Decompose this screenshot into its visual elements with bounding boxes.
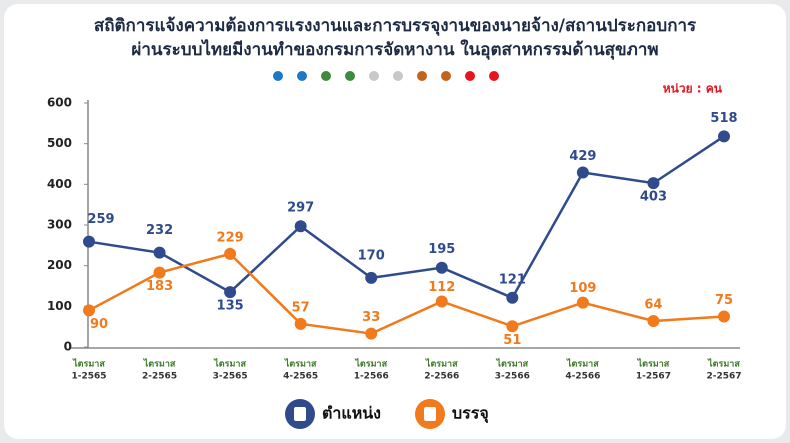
data-label: 121 bbox=[499, 272, 526, 287]
legend-icon-glyph bbox=[294, 407, 306, 421]
y-tick-label: 200 bbox=[47, 258, 72, 272]
point bbox=[83, 304, 95, 317]
x-tick-label: ไตรมาส bbox=[284, 358, 317, 370]
point bbox=[435, 295, 448, 308]
point bbox=[576, 166, 589, 179]
x-tick-label: ไตรมาส bbox=[143, 358, 176, 370]
data-label: 403 bbox=[640, 190, 667, 205]
series-line bbox=[88, 252, 725, 335]
x-tick-label: ไตรมาส bbox=[637, 358, 670, 370]
x-tick-label: 4-2566 bbox=[565, 372, 600, 382]
y-tick-label: 300 bbox=[47, 218, 72, 232]
chart-title: สถิติการแจ้งความต้องการแรงงานและการบรรจุ… bbox=[94, 16, 697, 36]
point bbox=[153, 266, 166, 279]
data-label: 112 bbox=[428, 280, 455, 295]
point bbox=[576, 296, 589, 309]
point bbox=[294, 220, 307, 233]
point bbox=[153, 246, 166, 259]
point bbox=[83, 235, 95, 248]
point bbox=[435, 261, 448, 274]
x-tick-label: 1-2567 bbox=[636, 372, 671, 382]
data-label: 518 bbox=[710, 111, 737, 126]
y-tick-label: 400 bbox=[47, 177, 72, 191]
x-tick-label: ไตรมาส bbox=[354, 358, 387, 370]
data-label: 135 bbox=[217, 299, 244, 314]
legend-icon-glyph bbox=[424, 407, 436, 421]
data-label: 75 bbox=[715, 293, 733, 308]
chart-subtitle: ผ่านระบบไทยมีงานทำของกรมการจัดหางาน ในอุ… bbox=[131, 39, 658, 60]
unit-label: หน่วย : คน bbox=[663, 82, 723, 96]
point bbox=[647, 177, 660, 190]
data-label: 297 bbox=[287, 201, 314, 216]
x-tick-label: 1-2566 bbox=[354, 372, 389, 382]
point bbox=[224, 286, 237, 299]
card bbox=[4, 4, 786, 439]
data-label: 232 bbox=[146, 223, 173, 238]
point bbox=[365, 327, 378, 340]
data-label: 183 bbox=[146, 279, 173, 294]
point bbox=[718, 130, 730, 143]
x-tick-label: ไตรมาส bbox=[495, 358, 528, 370]
data-label: 109 bbox=[569, 281, 596, 296]
point bbox=[647, 314, 660, 327]
data-label: 57 bbox=[292, 300, 310, 315]
x-tick-label: ไตรมาส bbox=[425, 358, 458, 370]
x-tick-label: 4-2565 bbox=[283, 372, 318, 382]
x-tick-label: ไตรมาส bbox=[707, 358, 740, 370]
data-label: 229 bbox=[217, 230, 244, 245]
y-tick-label: 500 bbox=[47, 136, 72, 150]
y-tick-label: 0 bbox=[64, 340, 72, 354]
x-tick-label: ไตรมาส bbox=[213, 358, 246, 370]
legend-label: ตำแหน่ง bbox=[322, 404, 381, 423]
point bbox=[365, 271, 378, 284]
data-label: 51 bbox=[503, 333, 521, 348]
y-tick-label: 100 bbox=[47, 299, 72, 313]
x-tick-label: ไตรมาส bbox=[72, 358, 105, 370]
data-label: 170 bbox=[358, 248, 385, 263]
x-tick-label: 2-2565 bbox=[142, 372, 177, 382]
data-label: 429 bbox=[569, 149, 596, 164]
series-line bbox=[88, 135, 725, 300]
data-label: 90 bbox=[90, 317, 108, 332]
data-label: 64 bbox=[644, 297, 662, 312]
y-tick-label: 600 bbox=[47, 96, 72, 110]
data-label: 195 bbox=[428, 242, 455, 257]
point bbox=[294, 317, 307, 330]
point bbox=[718, 310, 730, 323]
x-tick-label: 3-2566 bbox=[495, 372, 530, 382]
data-label: 259 bbox=[87, 212, 114, 227]
x-tick-label: 2-2567 bbox=[706, 372, 741, 382]
data-label: 33 bbox=[362, 310, 380, 325]
legend-label: บรรจุ bbox=[452, 404, 489, 424]
decor-dots bbox=[273, 71, 499, 81]
point bbox=[506, 320, 519, 333]
x-tick-label: ไตรมาส bbox=[566, 358, 599, 370]
point bbox=[224, 247, 237, 260]
x-tick-label: 3-2565 bbox=[213, 372, 248, 382]
x-tick-label: 2-2566 bbox=[424, 372, 459, 382]
point bbox=[506, 291, 519, 304]
x-tick-label: 1-2565 bbox=[71, 372, 106, 382]
